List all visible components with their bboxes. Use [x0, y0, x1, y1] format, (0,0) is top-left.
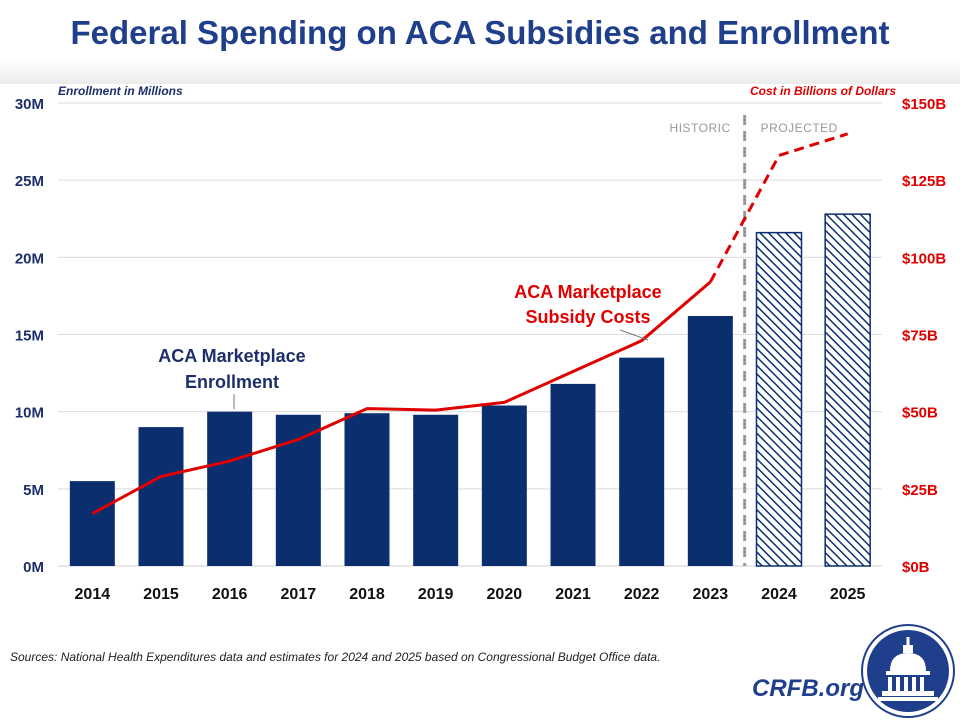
enrollment-bar — [275, 414, 321, 566]
enrollment-bar — [481, 405, 527, 566]
left-tick-label: 0M — [23, 559, 44, 576]
category-label: 2020 — [487, 586, 523, 603]
category-label: 2025 — [830, 586, 866, 603]
category-label: 2014 — [75, 586, 111, 603]
source-note: Sources: National Health Expenditures da… — [10, 650, 661, 664]
left-axis-caption: Enrollment in Millions — [58, 84, 183, 98]
enrollment-bar — [207, 411, 253, 566]
category-label: 2024 — [761, 586, 797, 603]
subsidy-cost-line — [91, 280, 712, 515]
enrollment-annotation-line2: Enrollment — [185, 372, 279, 392]
category-label: 2015 — [143, 586, 179, 603]
bar-layer — [69, 213, 871, 567]
right-axis-caption: Cost in Billions of Dollars — [749, 84, 896, 98]
enrollment-bar — [344, 413, 390, 566]
right-tick-label: $0B — [902, 559, 930, 576]
enrollment-bar — [550, 383, 596, 566]
enrollment-bar — [619, 357, 665, 566]
left-tick-label: 25M — [15, 173, 44, 190]
enrollment-bar-projected — [824, 213, 871, 567]
right-tick-label: $75B — [902, 328, 938, 345]
cost-annotation-line2: Subsidy Costs — [525, 307, 650, 327]
category-label: 2021 — [555, 586, 591, 603]
category-label: 2022 — [624, 586, 660, 603]
category-label: 2016 — [212, 586, 248, 603]
enrollment-bar — [413, 414, 459, 566]
left-tick-label: 20M — [15, 250, 44, 267]
chart-title: Federal Spending on ACA Subsidies and En… — [70, 14, 890, 51]
category-label: 2023 — [693, 586, 729, 603]
right-tick-label: $50B — [902, 405, 938, 422]
title-band — [0, 0, 960, 84]
left-tick-label: 15M — [15, 328, 44, 345]
left-tick-label: 10M — [15, 405, 44, 422]
right-tick-label: $150B — [902, 96, 946, 113]
cost-annotation-leader — [619, 329, 649, 341]
category-label: 2017 — [281, 586, 317, 603]
projected-label: PROJECTED — [761, 121, 838, 135]
right-tick-label: $25B — [902, 482, 938, 499]
historic-label: HISTORIC — [670, 121, 731, 135]
cost-annotation-line1: ACA Marketplace — [514, 282, 661, 302]
enrollment-annotation-line1: ACA Marketplace — [158, 346, 305, 366]
right-tick-label: $125B — [902, 173, 946, 190]
category-label: 2019 — [418, 586, 454, 603]
category-label: 2018 — [349, 586, 385, 603]
capitol-dome-icon — [860, 623, 956, 719]
label-layer: 0M 5M 10M 15M 20M 25M 30M $0B $25B $50B $75B $100B $… — [15, 96, 947, 603]
brand-link[interactable]: CRFB.org — [752, 675, 864, 702]
left-tick-label: 30M — [15, 96, 44, 113]
right-tick-label: $100B — [902, 250, 946, 267]
enrollment-bar — [687, 315, 733, 566]
left-tick-label: 5M — [23, 482, 44, 499]
line-layer — [91, 132, 849, 515]
enrollment-bar-projected — [755, 231, 803, 567]
enrollment-bar — [138, 427, 184, 566]
enrollment-bar — [69, 481, 115, 566]
